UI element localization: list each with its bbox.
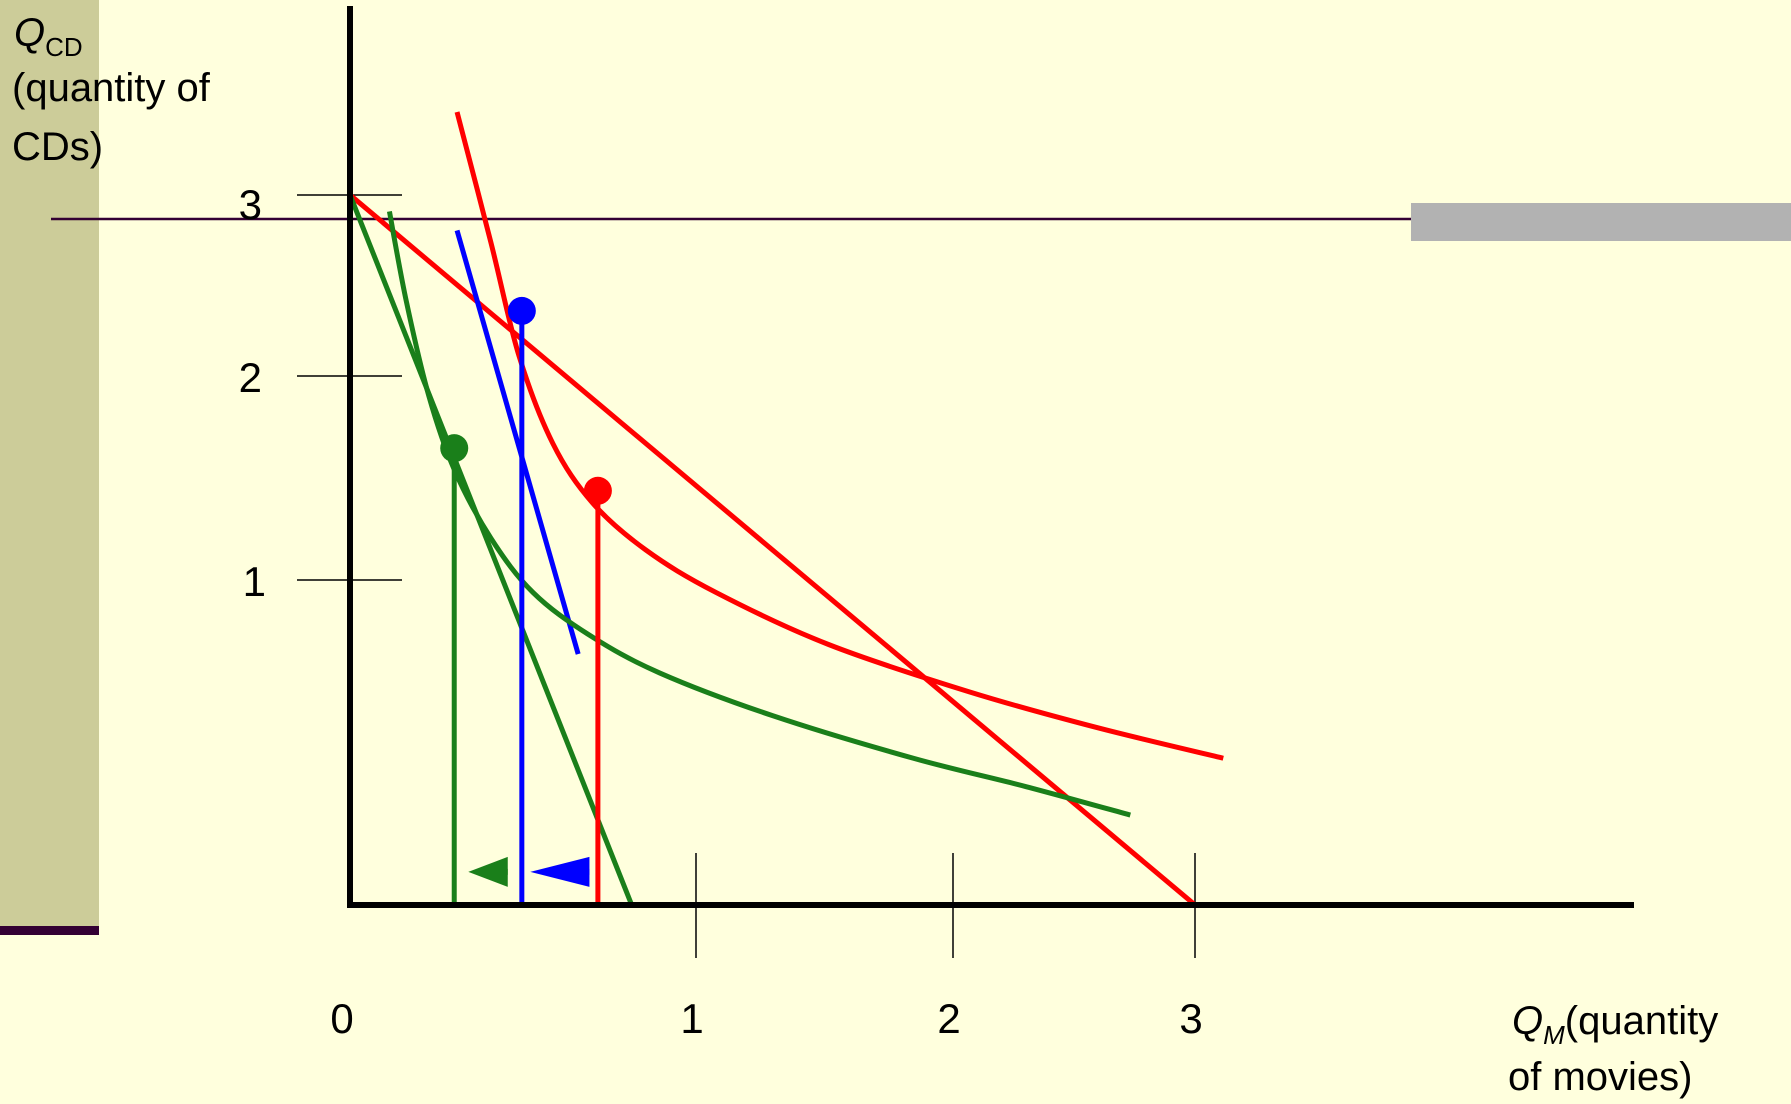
- y-tick-label-1: 1: [243, 558, 266, 605]
- point-original-optimum: [583, 476, 612, 505]
- x-axis-symbol: Q: [1512, 999, 1543, 1043]
- y-axis-symbol: Q: [14, 11, 45, 55]
- y-tick-label-2: 2: [239, 354, 262, 401]
- x-axis-desc-line-2: of movies): [1508, 1055, 1693, 1099]
- series-budget-new: [347, 193, 635, 906]
- point-new-optimum: [440, 434, 469, 463]
- sidebar-underline: [0, 926, 99, 935]
- chart-axes-layer: [347, 6, 1634, 908]
- arrow-substitution-effect: [530, 856, 590, 887]
- sidebar-panel: [0, 0, 99, 928]
- y-axis-subscript: CD: [45, 32, 83, 62]
- y-axis-desc-line-2: CDs): [12, 125, 103, 169]
- y-axis-desc-line-1: (quantity of: [12, 66, 211, 110]
- chart-points-layer: [440, 296, 612, 505]
- series-budget-compensated: [454, 229, 581, 655]
- slide-gray-bar: [1411, 203, 1791, 241]
- y-tick-label-3: 3: [239, 181, 262, 228]
- y-axis-title: QCD: [14, 11, 83, 62]
- x-tick-label-2: 2: [937, 995, 960, 1042]
- arrow-head-substitution-effect: [530, 856, 590, 887]
- x-axis-desc-line-1: (quantity: [1565, 999, 1718, 1043]
- x-axis-subscript: M: [1543, 1020, 1565, 1050]
- chart-arrows-layer: [468, 856, 590, 887]
- series-budget-original: [348, 192, 1197, 907]
- chart-lines-layer: [347, 111, 1224, 907]
- series-indifference-low: [386, 211, 1131, 818]
- arrow-head-income-effect: [468, 856, 508, 887]
- x-tick-label-0: 0: [330, 995, 353, 1042]
- x-tick-label-3: 3: [1179, 995, 1202, 1042]
- series-indifference-high: [454, 111, 1224, 761]
- arrow-income-effect: [468, 856, 508, 887]
- x-axis-title: QM(quantity: [1512, 999, 1718, 1050]
- point-compensated-optimum: [507, 296, 536, 325]
- x-tick-label-1: 1: [680, 995, 703, 1042]
